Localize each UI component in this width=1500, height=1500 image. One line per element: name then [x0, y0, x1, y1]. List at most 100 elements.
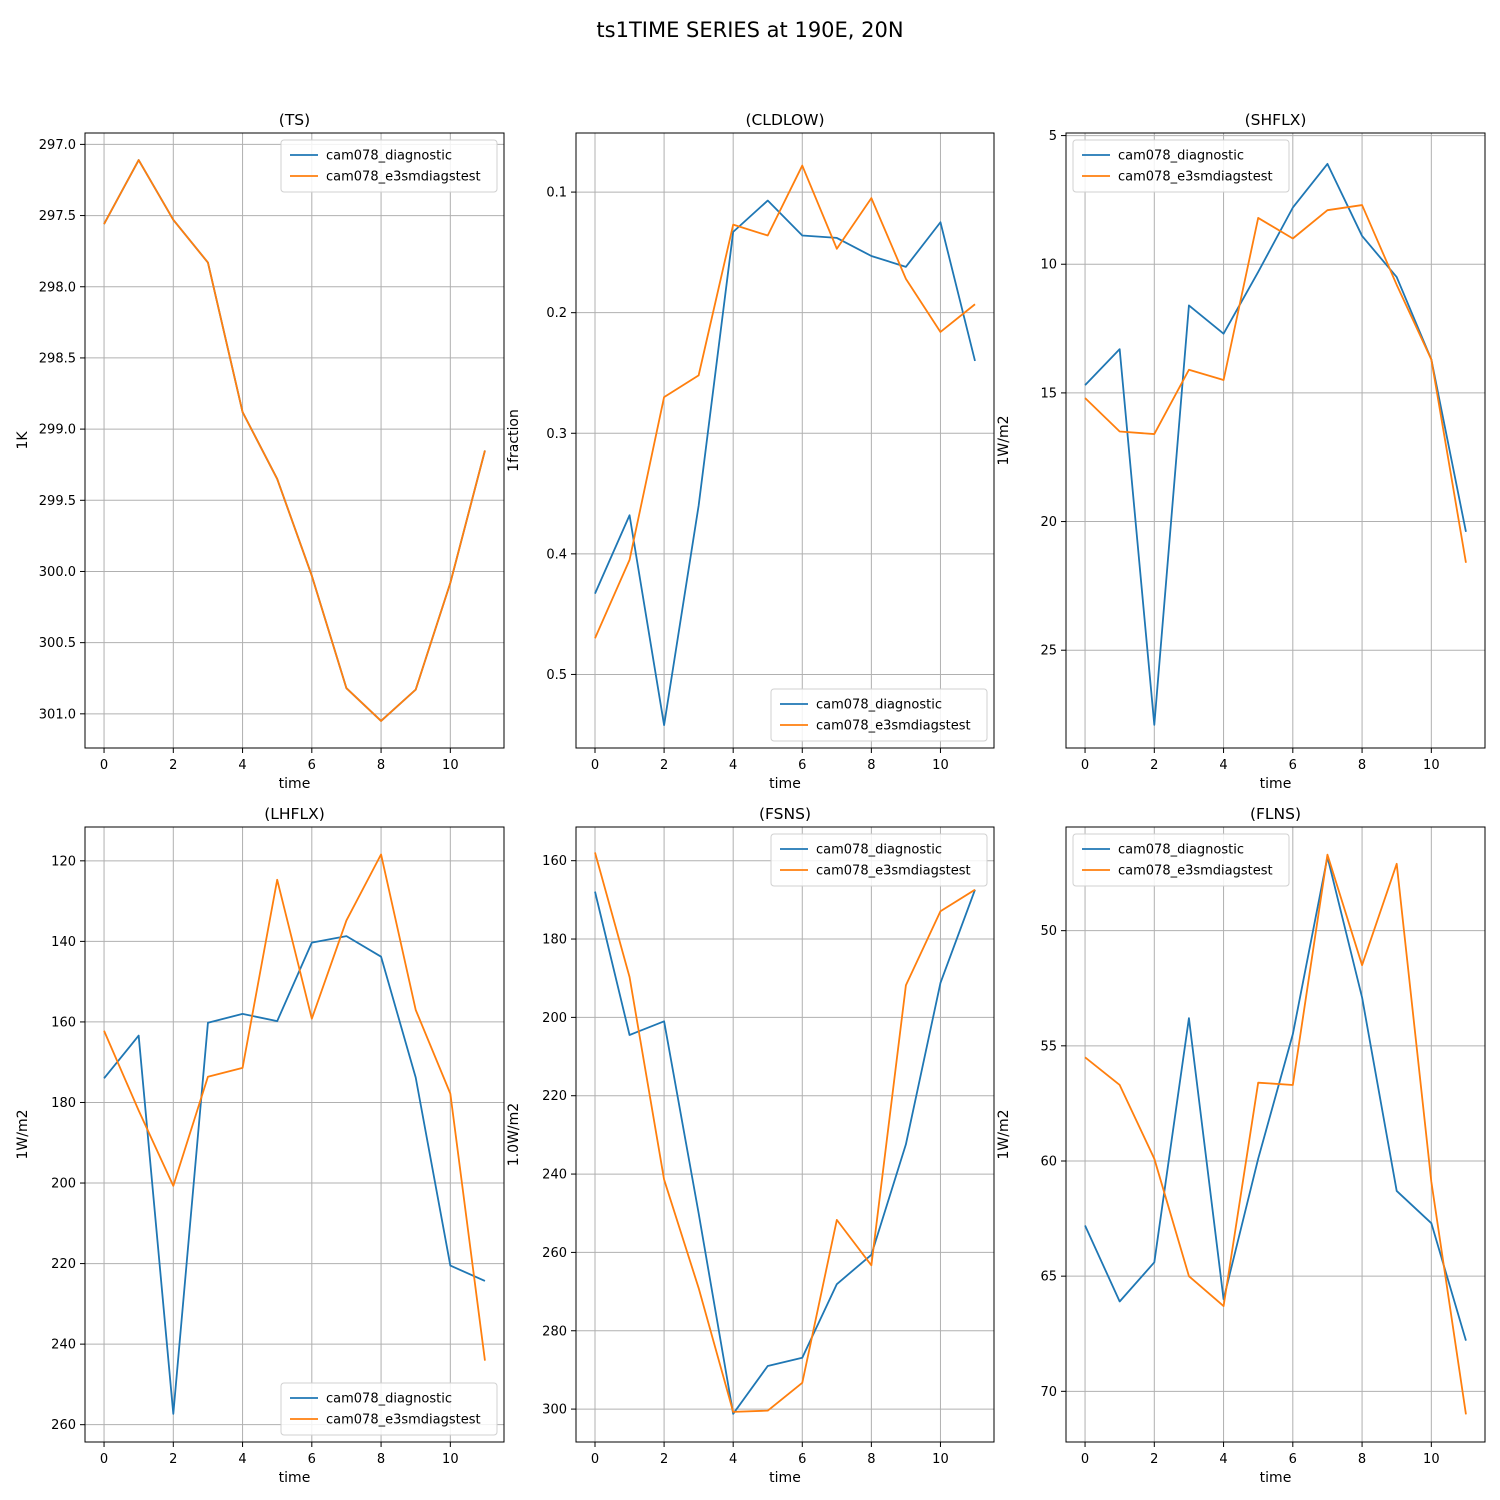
x-tick-label: 2	[169, 1452, 177, 1467]
series-line-1	[594, 889, 976, 1415]
x-tick-label: 8	[1358, 758, 1366, 773]
x-tick-label: 8	[377, 758, 385, 773]
x-axis-label: time	[1260, 776, 1292, 792]
x-tick-label: 4	[238, 758, 246, 773]
y-tick-label: 260	[51, 1418, 76, 1433]
y-axis-label: 1W/m2	[996, 415, 1012, 465]
subplot-1: (TS) 0 2 4 6 8 10 297.0 297.5 298.0 298.5 299.0 299.…	[15, 111, 505, 792]
y-tick-label: 298.5	[39, 351, 76, 366]
y-tick-label: 65	[1040, 1270, 1057, 1285]
y-tick-label: 260	[542, 1246, 567, 1261]
y-tick-label: 5	[1049, 129, 1057, 144]
x-tick-label: 0	[591, 758, 599, 773]
x-tick-label: 10	[442, 758, 459, 773]
y-axis-label: 1fraction	[506, 409, 522, 472]
legend-label: cam078_e3smdiagstest	[326, 1413, 481, 1428]
legend-box	[1072, 139, 1290, 193]
x-tick-label: 10	[932, 758, 949, 773]
legend-label: cam078_e3smdiagstest	[1118, 170, 1273, 185]
legend: cam078_diagnostic cam078_e3smdiagstest	[770, 688, 988, 742]
legend-box	[280, 1382, 498, 1436]
x-tick-label: 4	[1219, 758, 1227, 773]
subplot-title: (LHFLX)	[264, 805, 325, 823]
legend-label: cam078_e3smdiagstest	[816, 864, 971, 879]
x-tick-label: 0	[100, 1452, 108, 1467]
x-tick-label: 0	[100, 758, 108, 773]
y-tick-label: 140	[51, 935, 76, 950]
y-tick-label: 20	[1040, 515, 1057, 530]
series-line-2	[1084, 204, 1467, 563]
y-tick-label: 25	[1040, 644, 1057, 659]
legend-box	[770, 688, 988, 742]
x-tick-label: 4	[238, 1452, 246, 1467]
y-tick-label: 0.5	[546, 668, 567, 683]
x-tick-label: 0	[1081, 758, 1089, 773]
series-line-1	[103, 935, 486, 1415]
x-tick-label: 10	[932, 1452, 949, 1467]
x-tick-label: 4	[729, 758, 737, 773]
legend: cam078_diagnostic cam078_e3smdiagstest	[1072, 833, 1290, 887]
subplot-title: (FSNS)	[759, 805, 811, 823]
subplot-2: (CLDLOW) 0 2 4 6 8 10 0.1 0.2 0.3 0.4 0.5 time 1fract…	[506, 111, 995, 792]
subplot-5: (FSNS) 0 2 4 6 8 10 160 180 200 220 240 260 280 300 tim…	[506, 805, 995, 1486]
legend-box	[280, 139, 498, 193]
legend-label: cam078_e3smdiagstest	[1118, 864, 1273, 879]
x-tick-label: 8	[377, 1452, 385, 1467]
y-tick-label: 0.3	[546, 427, 567, 442]
x-tick-label: 2	[1150, 758, 1158, 773]
x-tick-label: 8	[1358, 1452, 1366, 1467]
x-tick-label: 6	[798, 1452, 806, 1467]
y-tick-label: 297.5	[39, 209, 76, 224]
subplot-grid: (TS) 0 2 4 6 8 10 297.0 297.5 298.0 298.5 299.0 299.…	[15, 111, 1486, 1486]
subplot-4: (LHFLX) 0 2 4 6 8 10 120 140 160 180 200 220 240 260 ti…	[15, 805, 505, 1486]
axes-frame	[1065, 132, 1486, 749]
y-axis-label: 1W/m2	[996, 1109, 1012, 1159]
x-axis-label: time	[769, 776, 801, 792]
subplot-title: (CLDLOW)	[745, 111, 824, 129]
legend-label: cam078_e3smdiagstest	[326, 170, 481, 185]
y-tick-label: 15	[1040, 386, 1057, 401]
x-tick-label: 2	[1150, 1452, 1158, 1467]
y-tick-label: 180	[51, 1096, 76, 1111]
y-tick-label: 240	[51, 1338, 76, 1353]
y-tick-label: 297.0	[39, 138, 76, 153]
series-line-2	[1084, 853, 1467, 1415]
y-tick-label: 0.2	[546, 306, 567, 321]
series-line-2	[103, 853, 486, 1361]
y-tick-label: 200	[542, 1011, 567, 1026]
axes-frame	[84, 132, 505, 749]
x-tick-label: 2	[660, 1452, 668, 1467]
x-tick-label: 8	[867, 758, 875, 773]
subplot-3: (SHFLX) 0 2 4 6 8 10 5 10 15 20 25 time 1W/m2 cam078_d…	[996, 111, 1486, 792]
y-tick-label: 280	[542, 1324, 567, 1339]
y-tick-label: 160	[51, 1015, 76, 1030]
x-axis-label: time	[279, 1470, 311, 1486]
y-axis-label: 1W/m2	[15, 1109, 31, 1159]
subplot-6: (FLNS) 0 2 4 6 8 10 50 55 60 65 70 time 1W/m2 cam078_d…	[996, 805, 1486, 1486]
x-axis-label: time	[1260, 1470, 1292, 1486]
y-tick-label: 70	[1040, 1385, 1057, 1400]
y-tick-label: 299.0	[39, 423, 76, 438]
y-tick-label: 120	[51, 854, 76, 869]
y-tick-label: 180	[542, 933, 567, 948]
y-tick-label: 60	[1040, 1154, 1057, 1169]
legend-label: cam078_diagnostic	[1118, 149, 1244, 164]
y-tick-label: 298.0	[39, 280, 76, 295]
axes-frame	[1065, 826, 1486, 1443]
x-tick-label: 10	[442, 1452, 459, 1467]
x-tick-label: 2	[660, 758, 668, 773]
y-tick-label: 0.1	[546, 186, 567, 201]
y-tick-label: 300.5	[39, 636, 76, 651]
y-tick-label: 10	[1040, 258, 1057, 273]
x-tick-label: 4	[729, 1452, 737, 1467]
subplot-title: (FLNS)	[1250, 805, 1301, 823]
y-tick-label: 0.4	[546, 547, 567, 562]
x-axis-label: time	[769, 1470, 801, 1486]
x-tick-label: 2	[169, 758, 177, 773]
legend-box	[1072, 833, 1290, 887]
y-tick-label: 240	[542, 1168, 567, 1183]
series-line-1	[1084, 162, 1467, 726]
legend: cam078_diagnostic cam078_e3smdiagstest	[280, 139, 498, 193]
